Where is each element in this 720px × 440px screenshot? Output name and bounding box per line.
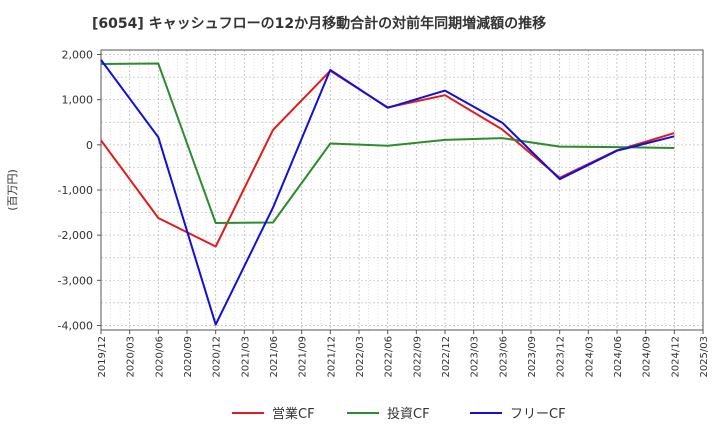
legend-label-2: フリーCF xyxy=(510,407,566,422)
series-line-2 xyxy=(100,59,675,326)
x-tick-label: 2022/03 xyxy=(355,336,366,378)
x-tick-label: 2022/12 xyxy=(441,336,452,378)
y-tick-label: -4,000 xyxy=(58,319,93,332)
x-tick-label: 2020/03 xyxy=(126,336,137,378)
x-tick-label: 2019/12 xyxy=(97,336,108,378)
y-tick-label: -1,000 xyxy=(58,184,93,197)
y-tick-label: 1,000 xyxy=(62,94,94,107)
x-tick-label: 2023/12 xyxy=(556,336,567,378)
y-tick-label: -2,000 xyxy=(58,229,93,242)
x-tick-label: 2020/12 xyxy=(212,336,223,378)
x-tick-label: 2024/06 xyxy=(613,336,624,378)
x-tick-label: 2023/06 xyxy=(498,336,509,378)
y-tick-label: -3,000 xyxy=(58,274,93,287)
x-tick-label: 2022/06 xyxy=(384,336,395,378)
x-tick-label: 2021/06 xyxy=(269,336,280,378)
legend-label-0: 営業CF xyxy=(272,406,315,422)
x-tick-label: 2024/03 xyxy=(584,336,595,378)
chart-title: [6054] キャッシュフローの12か月移動合計の対前年同期増減額の推移 xyxy=(92,16,547,32)
x-tick-label: 2024/09 xyxy=(642,336,653,378)
x-tick-label: 2021/03 xyxy=(240,336,251,378)
x-tick-label: 2023/03 xyxy=(470,336,481,378)
y-tick-label: 2,000 xyxy=(62,49,94,62)
x-tick-label: 2024/12 xyxy=(670,336,681,378)
x-tick-label: 2025/03 xyxy=(699,336,710,378)
legend-label-1: 投資CF xyxy=(387,406,430,422)
x-tick-label: 2020/09 xyxy=(183,336,194,378)
series-line-1 xyxy=(100,62,675,224)
x-tick-label: 2021/09 xyxy=(298,336,309,378)
x-tick-label: 2021/12 xyxy=(326,336,337,378)
y-axis-label: (百万円) xyxy=(6,169,19,211)
y-tick-label: 0 xyxy=(86,139,93,152)
x-tick-label: 2020/06 xyxy=(154,336,165,378)
x-tick-label: 2022/09 xyxy=(412,336,423,378)
x-tick-label: 2023/09 xyxy=(527,336,538,378)
